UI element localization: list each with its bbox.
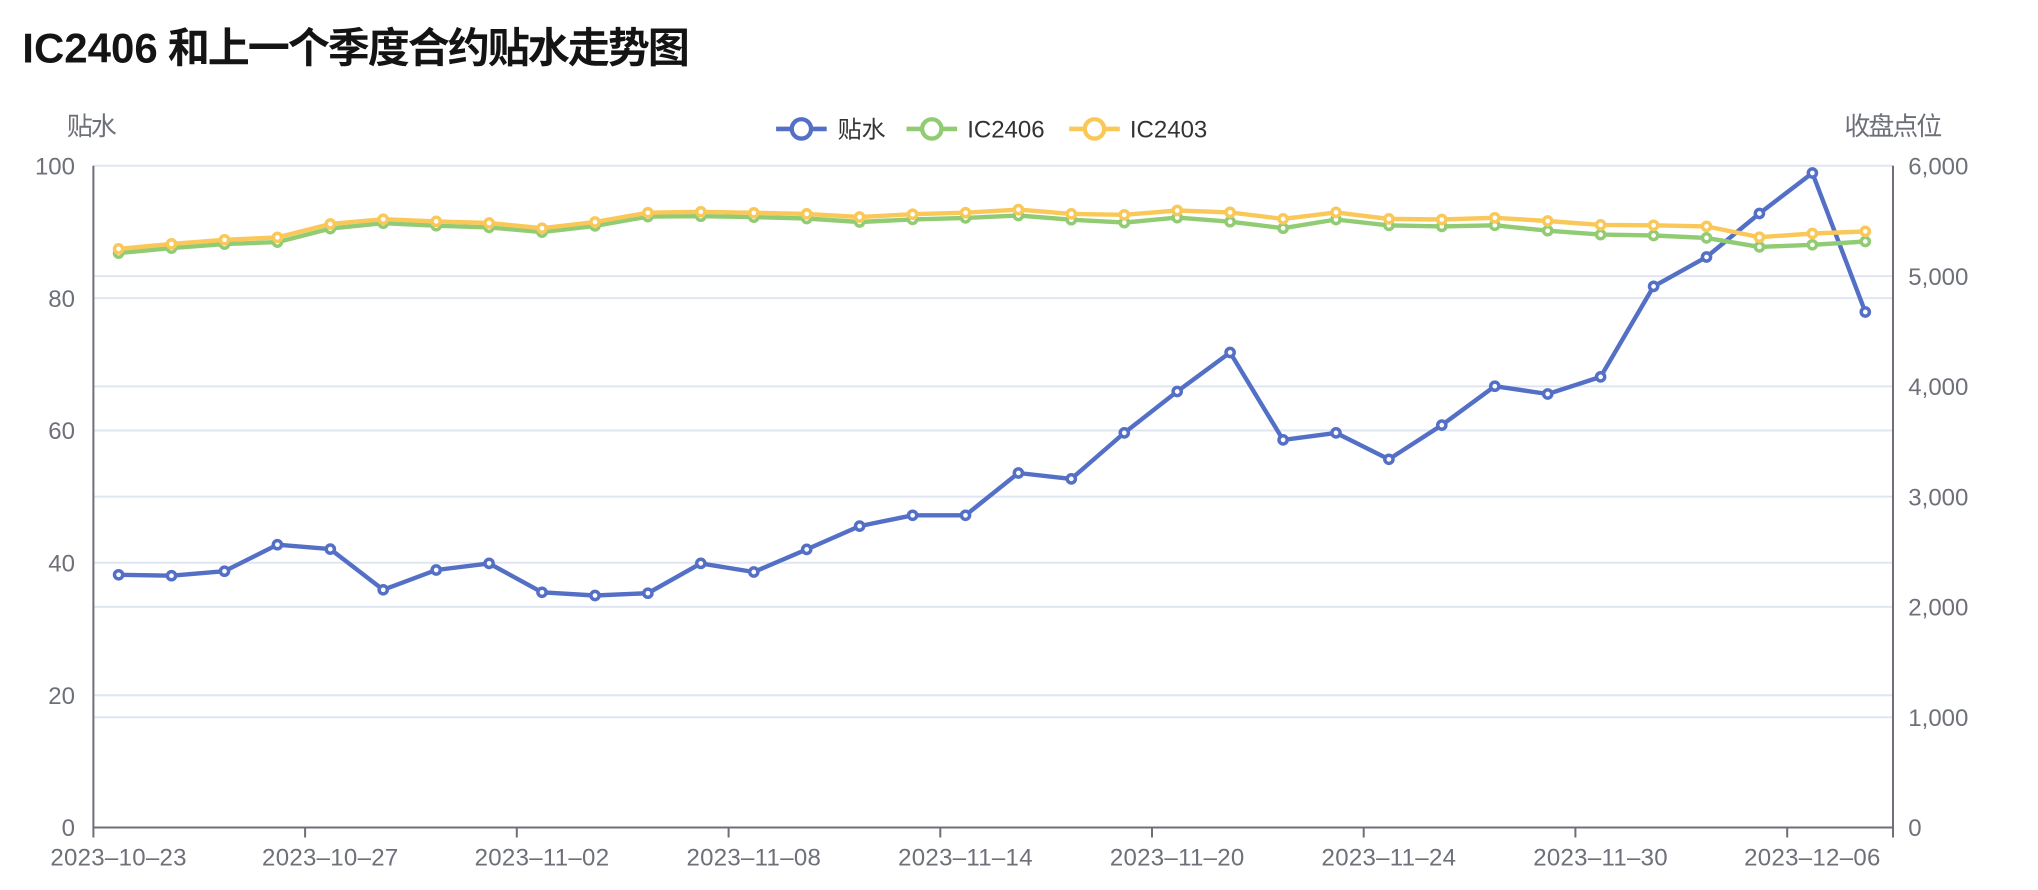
svg-text:2023–10–23: 2023–10–23	[50, 845, 186, 872]
svg-text:6,000: 6,000	[1908, 154, 1968, 181]
svg-text:0: 0	[62, 815, 75, 842]
svg-text:5,000: 5,000	[1908, 264, 1968, 291]
svg-text:2023–11–08: 2023–11–08	[686, 845, 821, 872]
svg-text:IC2406: IC2406	[967, 117, 1044, 144]
svg-text:40: 40	[48, 551, 75, 578]
svg-text:2023–11–20: 2023–11–20	[1110, 845, 1245, 872]
svg-text:1,000: 1,000	[1908, 705, 1968, 732]
svg-text:2023–11–24: 2023–11–24	[1322, 845, 1457, 872]
svg-text:60: 60	[48, 418, 75, 445]
svg-text:20: 20	[48, 683, 75, 710]
svg-text:3,000: 3,000	[1908, 484, 1968, 511]
svg-text:2023–12–06: 2023–12–06	[1744, 845, 1880, 872]
svg-text:IC2403: IC2403	[1130, 117, 1207, 144]
svg-text:0: 0	[1908, 815, 1921, 842]
svg-text:2023–11–14: 2023–11–14	[898, 845, 1033, 872]
svg-text:2023–11–02: 2023–11–02	[475, 845, 610, 872]
svg-text:IC2406: IC2406	[22, 25, 157, 72]
svg-text:4,000: 4,000	[1908, 374, 1968, 401]
svg-text:100: 100	[35, 154, 75, 181]
svg-text:2023–10–27: 2023–10–27	[262, 845, 398, 872]
svg-text:2023–11–30: 2023–11–30	[1533, 845, 1668, 872]
svg-text:2,000: 2,000	[1908, 595, 1968, 622]
svg-text:80: 80	[48, 286, 75, 313]
